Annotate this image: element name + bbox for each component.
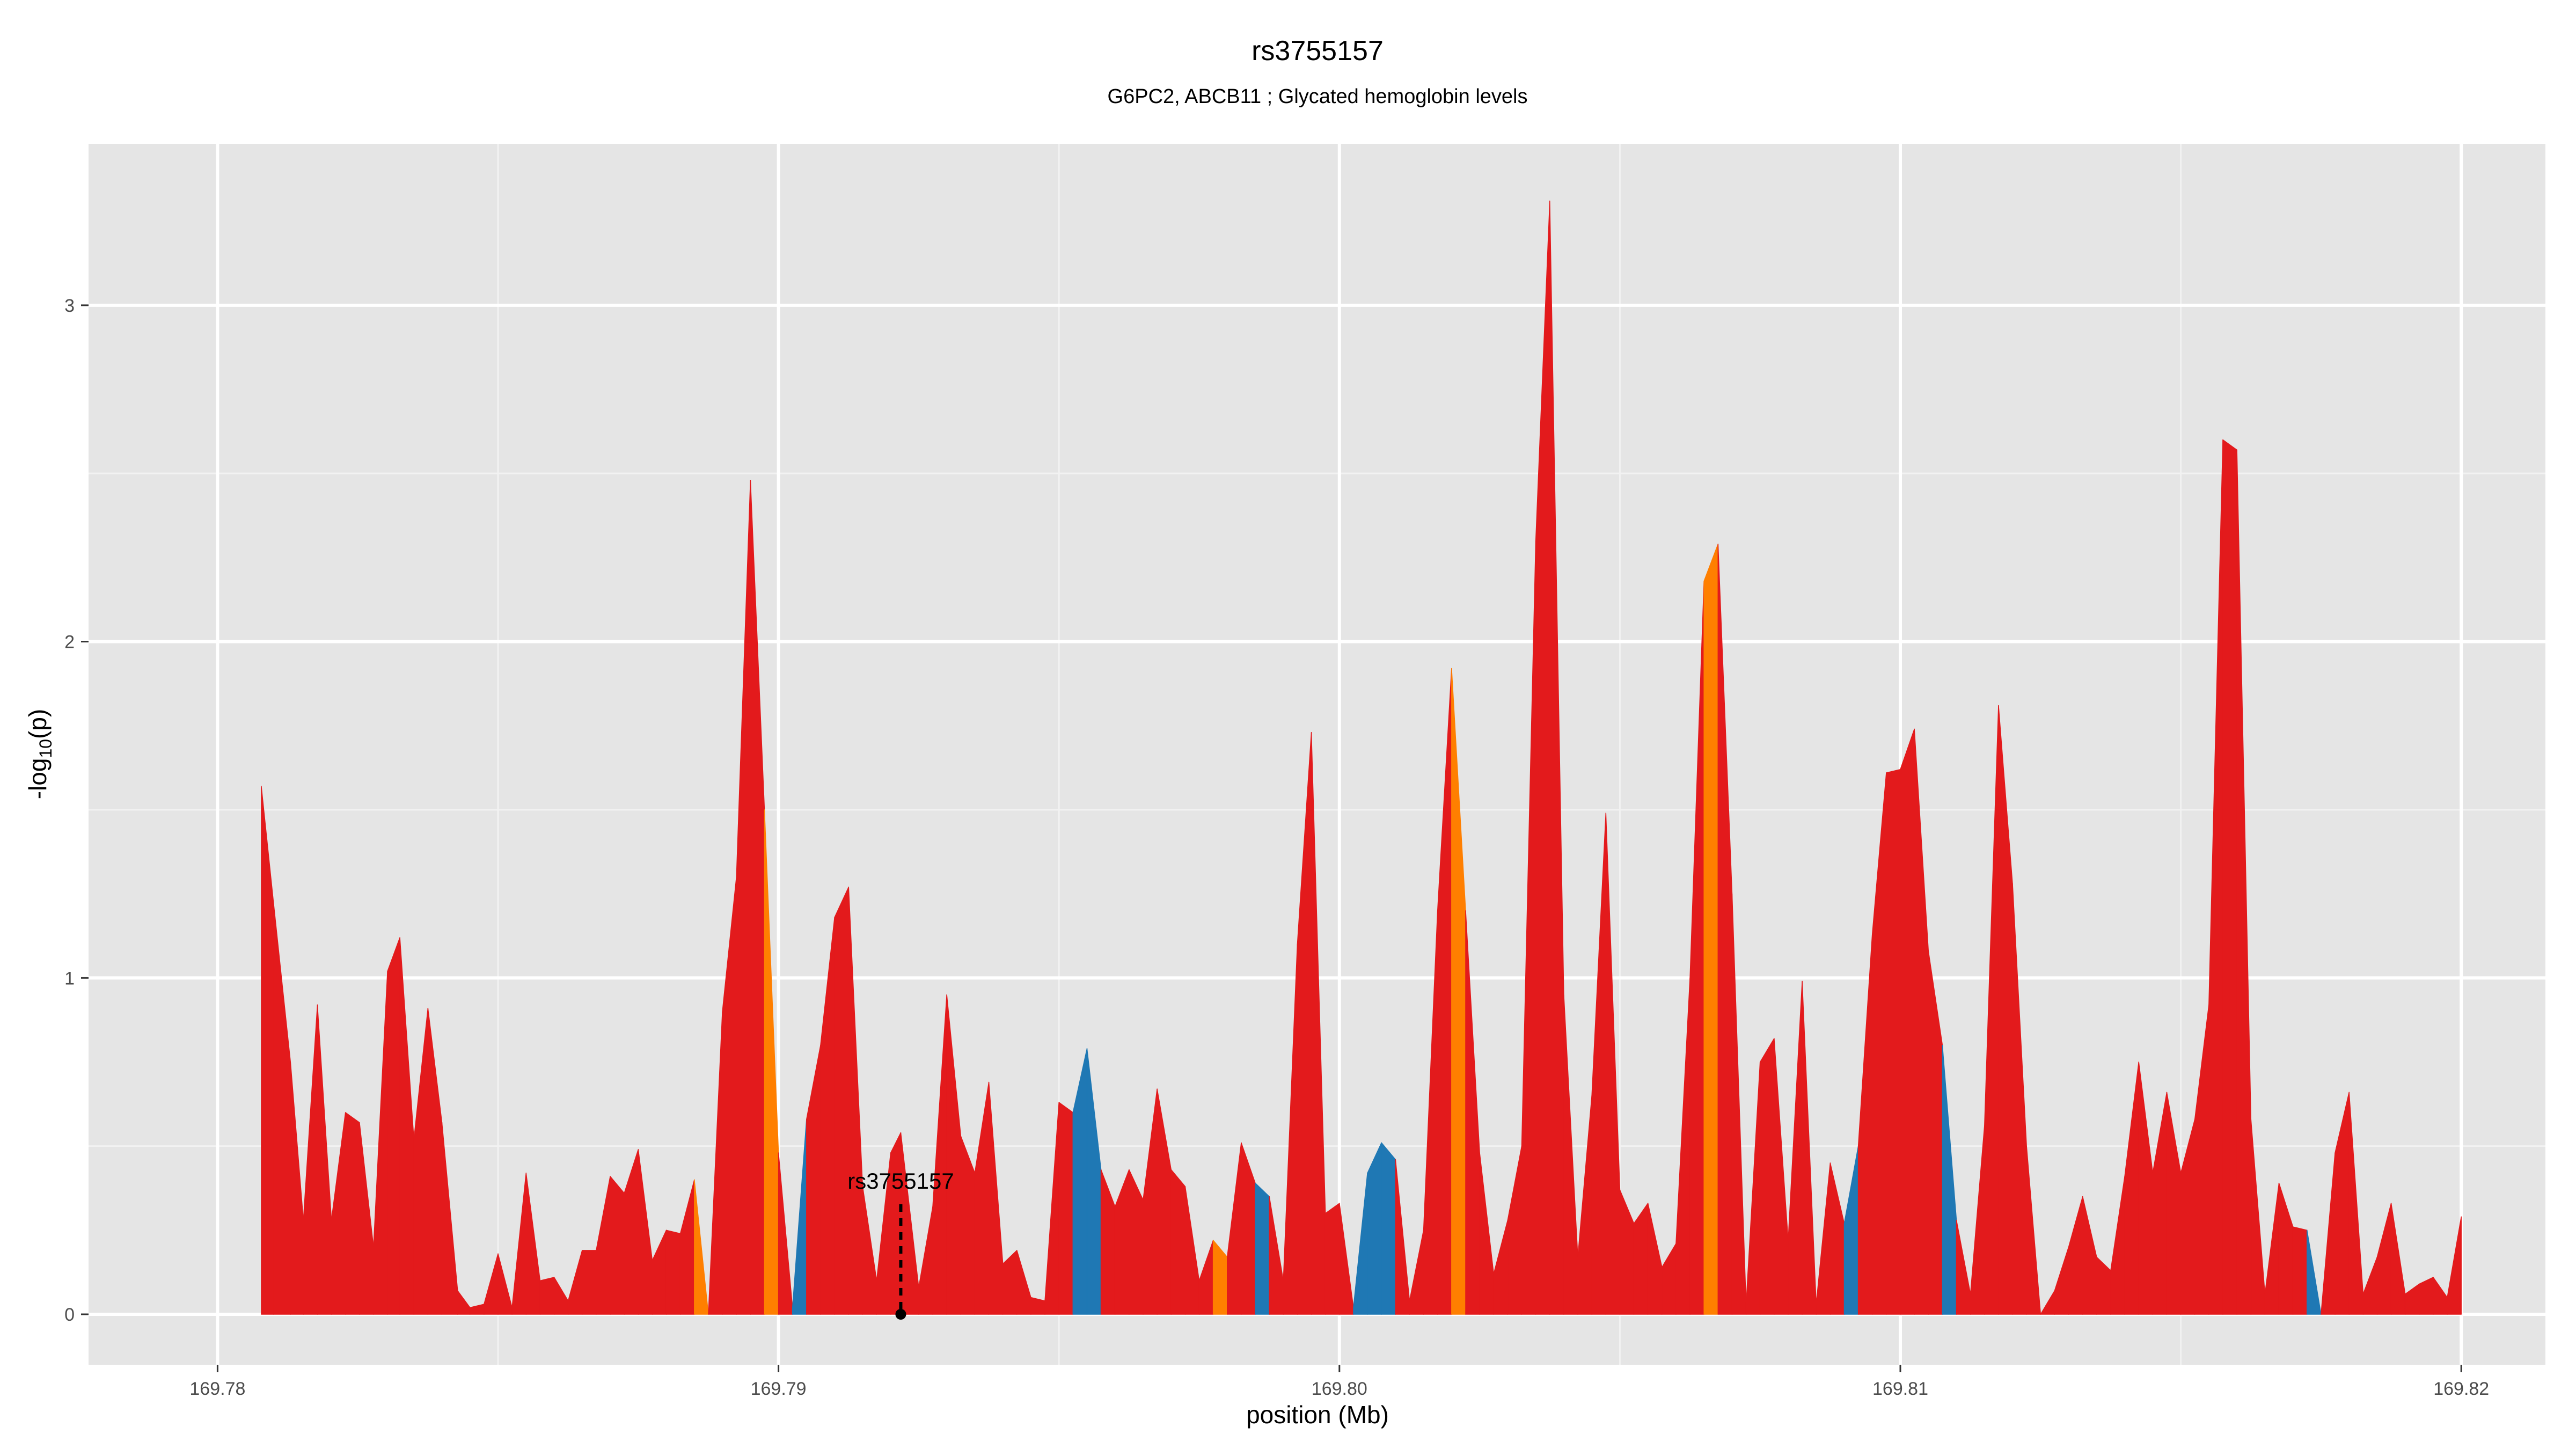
area-series xyxy=(261,200,2462,1315)
snp-label: rs3755157 xyxy=(847,1168,954,1194)
y-axis-title: -log10(p) xyxy=(24,709,55,800)
area-segment-red xyxy=(1633,1203,1649,1315)
area-segment-red xyxy=(539,1277,555,1315)
y-tick-label: 0 xyxy=(64,1305,75,1325)
y-tick-label: 3 xyxy=(64,296,75,316)
y-tick-label: 1 xyxy=(64,968,75,989)
area-segment-red xyxy=(2026,1145,2041,1315)
area-segment-red xyxy=(665,1230,681,1315)
area-segment-blue xyxy=(2307,1230,2322,1315)
x-axis-title: position (Mb) xyxy=(1246,1401,1389,1429)
chart-subtitle: G6PC2, ABCB11 ; Glycated hemoglobin leve… xyxy=(1108,85,1528,108)
area-segment-red xyxy=(1324,1203,1340,1315)
area-segment-red xyxy=(2222,439,2237,1315)
area-segment-red xyxy=(345,1112,360,1315)
area-segment-red xyxy=(1900,728,1915,1315)
area-segment-red xyxy=(582,1250,597,1315)
minor-gridlines xyxy=(89,144,2545,1365)
area-segment-blue xyxy=(1255,1182,1270,1315)
area-segment-blue xyxy=(1381,1142,1396,1315)
snp-annotation: rs3755157 xyxy=(847,1168,954,1320)
area-segment-red xyxy=(1886,769,1901,1315)
area-segment-red xyxy=(2292,1226,2308,1315)
area-segment-red xyxy=(1170,1169,1186,1315)
area-segment-orange xyxy=(694,1179,709,1315)
y-tick-label: 2 xyxy=(64,632,75,653)
area-segment-red xyxy=(2419,1277,2434,1315)
x-tick-label: 169.79 xyxy=(751,1379,807,1399)
area-segment-red xyxy=(1030,1297,1045,1315)
y-axis-subscript: 10 xyxy=(36,739,55,758)
area-segment-red xyxy=(1759,1038,1775,1315)
x-tick-label: 169.81 xyxy=(1872,1379,1928,1399)
area-segment-blue xyxy=(1367,1142,1382,1315)
chart-title: rs3755157 xyxy=(1252,35,1384,67)
snp-marker-dot xyxy=(895,1308,906,1320)
area-segment-red xyxy=(834,887,849,1315)
x-tick-label: 169.78 xyxy=(189,1379,245,1399)
area-segment-red xyxy=(610,1176,625,1315)
area-segment-red xyxy=(1058,1102,1074,1315)
x-tick-label: 169.80 xyxy=(1312,1379,1367,1399)
x-tick-label: 169.82 xyxy=(2433,1379,2489,1399)
area-segment-orange xyxy=(1703,544,1719,1315)
area-segment-red xyxy=(387,937,400,1315)
area-segment-red xyxy=(2447,1216,2462,1315)
axes: 169.78 169.79 169.80 169.81 169.82 0 1 2 3 xyxy=(64,296,2489,1399)
